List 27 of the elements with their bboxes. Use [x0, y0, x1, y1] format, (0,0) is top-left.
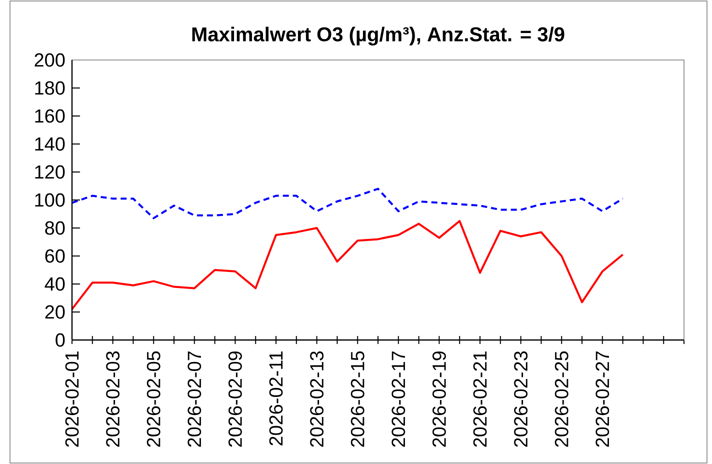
line-series [71, 220, 624, 310]
y-tick-label: 80 [45, 221, 65, 235]
x-tick-label: 2026-02-03 [106, 351, 120, 447]
y-tick-label: 100 [35, 193, 65, 207]
x-tick-label: 2026-02-05 [146, 351, 160, 447]
x-tick-label: 2026-02-01 [65, 351, 79, 447]
x-tick-label: 2026-02-27 [596, 352, 610, 447]
y-tick-label: 160 [35, 109, 65, 123]
y-tick-label: 120 [35, 165, 65, 179]
x-tick-label: 2026-02-11 [269, 351, 283, 446]
x-tick-label: 2026-02-15 [350, 351, 364, 447]
x-tick-label: 2026-02-23 [514, 351, 528, 447]
y-tick-label: 180 [35, 81, 65, 95]
y-tick-label: 60 [45, 249, 65, 263]
y-tick-label: 140 [35, 137, 65, 151]
x-tick-label: 2026-02-13 [310, 351, 324, 447]
chart-title: Maximalwert O3 (µg/m³), Anz.Stat. = 3/9 [192, 26, 564, 46]
x-tick-label: 2026-02-17 [392, 352, 406, 447]
x-tick-label: 2026-02-25 [554, 351, 568, 447]
y-tick-label: 200 [34, 53, 65, 67]
x-tick-label: 2026-02-19 [432, 351, 446, 447]
x-tick-label: 2026-02-07 [188, 352, 202, 447]
y-tick-label: 0 [56, 333, 65, 347]
y-tick-label: 40 [44, 277, 65, 291]
x-tick-label: 2026-02-21 [473, 351, 487, 447]
y-tick-label: 20 [45, 305, 65, 319]
x-tick-label: 2026-02-09 [228, 351, 242, 447]
